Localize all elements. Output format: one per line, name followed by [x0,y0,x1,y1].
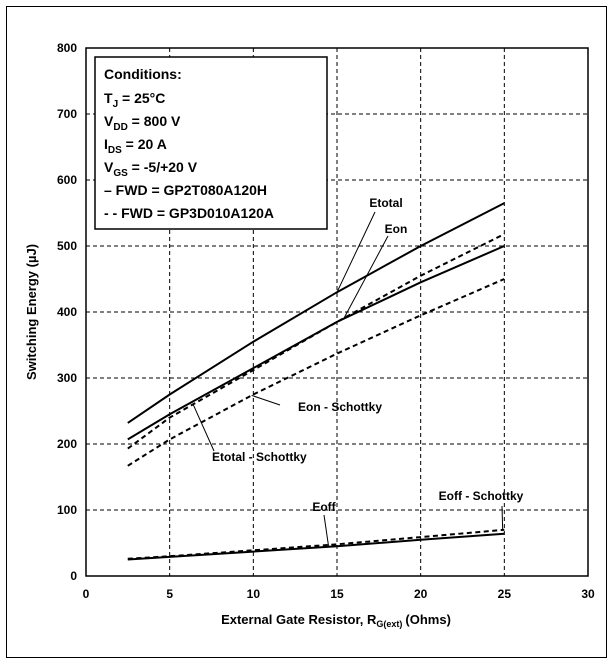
series-line-eon-schottky [127,278,505,467]
plot-area-border [85,47,589,577]
annotation-label: Eon [385,222,408,236]
y-tick-label: 100 [57,503,77,517]
legend-line-rest: = 20 A [122,136,167,152]
legend-line-sub: DS [108,145,122,156]
series-annotations: Etotal Eon Eon - Schottky Etotal - Schottky… [192,196,524,547]
axes [85,47,589,577]
series-line-eoff-schottky [127,528,505,560]
legend-line: VGS = -5/+20 V [104,159,198,179]
annotation-leader-line [323,514,330,547]
y-tick-label: 400 [57,305,77,319]
x-axis-label-unit: (Ohms) [405,612,451,627]
series-line-etotal-schottky [127,233,505,450]
legend-box [94,56,328,230]
y-axis-label: Switching Energy (µJ) [24,244,39,380]
annotation-label: Etotal - Schottky [212,450,307,464]
x-tick-label: 0 [83,587,90,601]
annotation-leader-line [343,235,389,319]
legend-line: TJ = 25°C [104,90,165,110]
legend-line-sub: J [113,99,119,110]
y-tick-label: 500 [57,239,77,253]
x-tick-label: 30 [581,587,595,601]
annotation-label: Eoff - Schottky [439,489,524,503]
legend-line-rest: = -5/+20 V [128,159,198,175]
x-tick-label: 15 [330,587,344,601]
legend-line: - - FWD = GP3D010A120A [104,205,274,221]
legend-line-rest: = 25°C [118,90,165,106]
y-tick-label: 200 [57,437,77,451]
x-tick-label: 5 [166,587,173,601]
annotation-label: Eon - Schottky [298,400,382,414]
y-tick-label: 300 [57,371,77,385]
x-axis-label-sub: G(ext) [376,619,402,629]
annotation-label: Eoff [312,500,336,514]
y-tick-label: 600 [57,173,77,187]
x-axis-label-main: External Gate Resistor, R [221,612,377,627]
annotation-label: Etotal [369,196,402,210]
x-tick-label: 20 [414,587,428,601]
legend-line-main: I [104,136,108,152]
legend-line-main: V [104,159,114,175]
y-tick-label: 0 [70,569,77,583]
legend-title: Conditions: [104,66,182,82]
series-lines [127,202,505,561]
series-line-etotal [127,202,505,424]
legend-line-main: - - FWD = GP3D010A120A [104,205,274,221]
legend-line-main: – FWD = GP2T080A120H [104,182,267,198]
y-tick-label: 800 [57,41,77,55]
annotation-leader-line [336,211,376,293]
legend-line: – FWD = GP2T080A120H [104,182,267,198]
x-tick-label: 10 [247,587,261,601]
legend-line-sub: DD [113,122,127,133]
y-tick-label: 700 [57,107,77,121]
legend-line-sub: GS [113,168,128,179]
legend-line-main: V [104,113,114,129]
annotation-leader-line [192,404,215,452]
legend-line: VDD = 800 V [104,113,181,133]
annotation-leader-line [251,394,281,406]
legend-line-main: T [104,90,113,106]
x-axis-label: External Gate Resistor, RG(ext) (Ohms) [221,612,451,629]
annotation-leader-line [501,505,504,530]
legend-line: IDS = 20 A [104,136,167,156]
x-tick-label: 25 [498,587,512,601]
legend-line-rest: = 800 V [128,113,181,129]
